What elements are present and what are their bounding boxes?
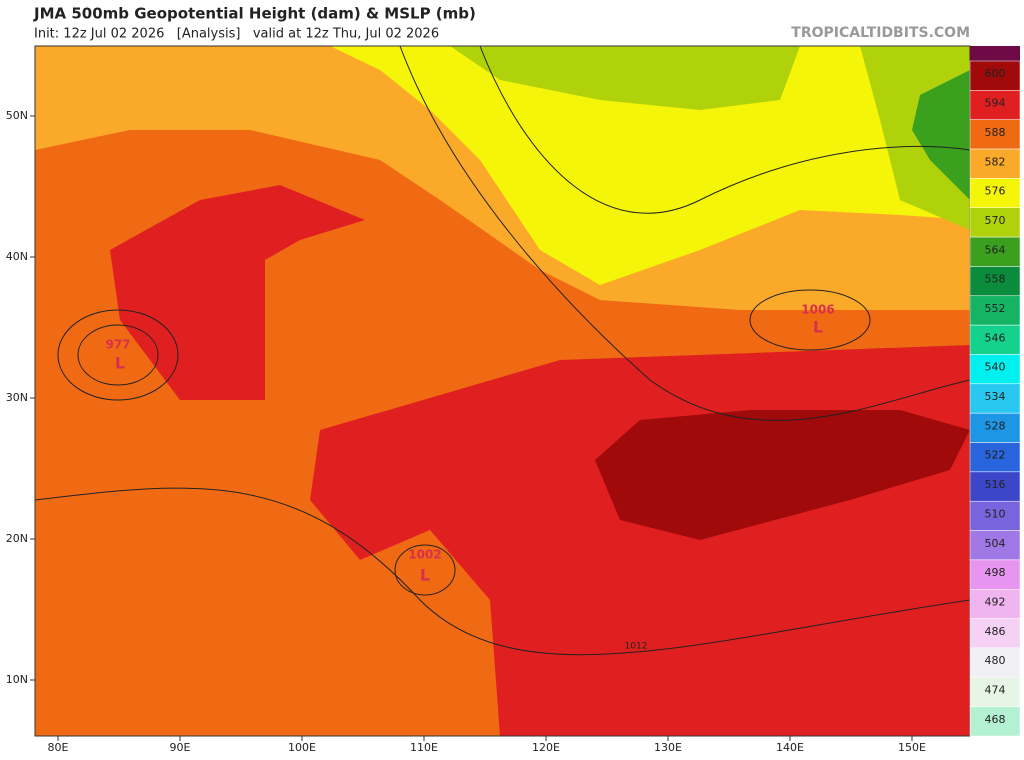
isobar-label: 1012 — [625, 642, 648, 652]
height-fill — [450, 46, 800, 110]
lon-label: 80E — [48, 741, 69, 754]
colorbar-label: 564 — [985, 243, 1006, 256]
colorbar-label: 516 — [985, 478, 1006, 491]
lat-label: 50N — [6, 109, 28, 122]
colorbar-label: 480 — [985, 654, 1006, 667]
colorbar-cell — [969, 148, 1021, 179]
colorbar-label: 576 — [985, 185, 1006, 198]
colorbar-label: 540 — [985, 361, 1006, 374]
lat-label: 40N — [6, 250, 28, 263]
colorbar-label: 522 — [985, 449, 1006, 462]
colorbar-cell — [969, 236, 1021, 267]
map — [34, 45, 971, 737]
low-pressure: 1006 — [801, 303, 834, 317]
colorbar-top — [970, 46, 1020, 61]
lon-labels: 80E 90E 100E 110E 120E 130E 140E 150E — [48, 736, 926, 754]
colorbar-cell — [969, 266, 1021, 297]
colorbar-cell — [969, 178, 1021, 208]
lon-label: 100E — [288, 741, 316, 754]
colorbar-cell — [969, 412, 1021, 443]
height-fill — [595, 410, 970, 540]
height-fill — [912, 70, 970, 200]
colorbar-label: 582 — [985, 155, 1006, 168]
colorbar-cell — [969, 383, 1021, 414]
colorbar-label: 534 — [985, 390, 1006, 403]
lon-label: 110E — [410, 741, 438, 754]
low-pressure: 1002 — [408, 548, 441, 562]
colorbar-label: 504 — [985, 537, 1006, 550]
lon-label: 130E — [654, 741, 682, 754]
colorbar-label: 600 — [985, 67, 1006, 80]
colorbar-label: 570 — [985, 214, 1006, 227]
isobars — [35, 46, 970, 656]
colorbar-label: 498 — [985, 566, 1006, 579]
height-fill — [110, 185, 365, 400]
colorbar-cell — [969, 442, 1021, 473]
subtitle: Init: 12z Jul 02 2026 [Analysis] valid a… — [34, 27, 439, 42]
colorbar-label: 486 — [985, 625, 1006, 638]
colorbar-cell — [969, 500, 1021, 531]
colorbar-cell — [969, 589, 1021, 619]
lon-label: 140E — [776, 741, 804, 754]
colorbar-cell — [969, 90, 1021, 120]
colorbar-label: 558 — [985, 273, 1006, 286]
low-symbol: L — [420, 566, 430, 585]
colorbar-cell — [969, 677, 1021, 707]
colorbar-cell — [969, 119, 1021, 150]
low-symbol: L — [115, 354, 125, 373]
colorbar-cell — [969, 207, 1021, 238]
lat-labels: 50N 40N 30N 20N 10N — [6, 109, 35, 686]
lon-label: 150E — [898, 741, 926, 754]
colorbar-label: 492 — [985, 595, 1006, 608]
colorbar-label: 546 — [985, 331, 1006, 344]
colorbar-label: 528 — [985, 419, 1006, 432]
low-pressure: 977 — [105, 338, 130, 352]
colorbar-label: 594 — [985, 97, 1006, 110]
lon-label: 90E — [170, 741, 191, 754]
height-fill — [330, 46, 970, 285]
colorbar-cell — [969, 471, 1021, 502]
lat-label: 10N — [6, 673, 28, 686]
lat-label: 20N — [6, 532, 28, 545]
colorbar-cell — [969, 324, 1021, 355]
colorbar-cell — [969, 60, 1021, 91]
watermark: TROPICALTIDBITS.COM — [791, 25, 970, 41]
colorbar: 600 594 588 582 576 570 564 558 552 546 540 534 528 5… — [969, 60, 1021, 737]
lon-label: 120E — [532, 741, 560, 754]
colorbar-cell — [969, 559, 1021, 590]
colorbar-label: 552 — [985, 302, 1006, 315]
colorbar-cell — [969, 706, 1021, 737]
low-symbol: L — [813, 318, 823, 337]
title: JMA 500mb Geopotential Height (dam) & MS… — [33, 5, 476, 23]
colorbar-label: 474 — [985, 684, 1006, 697]
colorbar-cell — [969, 295, 1021, 326]
colorbar-cell — [969, 647, 1021, 678]
colorbar-label: 468 — [985, 713, 1006, 726]
colorbar-label: 588 — [985, 126, 1006, 139]
lat-label: 30N — [6, 391, 28, 404]
colorbar-label: 510 — [985, 507, 1006, 520]
